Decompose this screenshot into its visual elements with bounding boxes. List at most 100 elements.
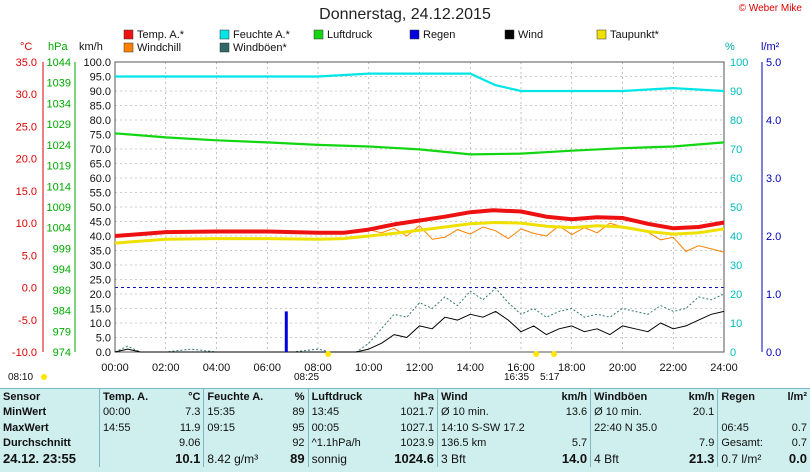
- stats-cell: Ø 10 min.: [590, 404, 678, 420]
- wind-tick-label: 15.0: [90, 304, 111, 316]
- humidity-tick-label: 100: [730, 57, 748, 69]
- stats-cell: 13.6: [565, 406, 588, 419]
- wind-tick-label: 85.0: [90, 101, 111, 113]
- legend-label: Luftdruck: [327, 29, 373, 41]
- time-marker-dot: [533, 351, 540, 357]
- stats-cell: 0.7: [791, 437, 807, 450]
- time-marker-label: 08:25: [294, 372, 319, 383]
- stats-cell: [550, 420, 590, 436]
- weather-chart: Temp. A.* Feuchte A.* Luftdruck Regen Wind Ta…: [8, 29, 781, 383]
- stats-cell: Durchschnitt: [3, 437, 71, 450]
- pressure-tick-label: 979: [53, 326, 71, 338]
- time-marker-dot: [325, 351, 332, 357]
- series-windchill-line: [368, 222, 725, 253]
- x-tick-label: 12:00: [406, 362, 434, 374]
- stats-row-min: MinWert 00:00 7.3 15:35 89 13:45 1021.7 …: [0, 404, 810, 420]
- temp-tick-label: 25.0: [16, 121, 37, 133]
- stats-cell: [717, 404, 778, 420]
- stats-cell: 9.06: [178, 437, 201, 450]
- legend-label: Windböen*: [233, 42, 288, 54]
- x-tick-label: 04:00: [203, 362, 231, 374]
- pressure-tick-label: 1044: [47, 57, 71, 69]
- humidity-tick-label: 60: [730, 173, 742, 185]
- x-tick-label: 18:00: [558, 362, 586, 374]
- stats-row-max: MaxWert 14:55 11.9 09:15 95 00:05 1027.1…: [0, 420, 810, 436]
- stats-cell: 20.1: [692, 406, 715, 419]
- humidity-tick-label: 20: [730, 289, 742, 301]
- x-tick-label: 02:00: [152, 362, 180, 374]
- stats-cell: 1024.6: [394, 451, 434, 467]
- temp-tick-label: 30.0: [16, 89, 37, 101]
- legend-label: Feuchte A.*: [233, 29, 291, 41]
- legend-swatch: [596, 29, 607, 40]
- wind-tick-label: 10.0: [90, 318, 111, 330]
- x-tick-label: 06:00: [253, 362, 281, 374]
- stats-cell: MaxWert: [3, 421, 49, 434]
- stats-header: Sensor: [3, 390, 41, 403]
- wind-tick-label: 80.0: [90, 115, 111, 127]
- stats-cell: 92: [292, 437, 305, 450]
- stats-header-row: Sensor Temp. A. °C Feuchte A. % Luftdruc…: [0, 389, 810, 405]
- series-feuchte-a-line: [115, 72, 725, 93]
- stats-cell: ^1.1hPa/h: [307, 435, 380, 451]
- temp-tick-label: 10.0: [16, 218, 37, 230]
- stats-row-current: 24.12. 23:55 10.1 8.42 g/m³ 89 sonnig 10…: [0, 451, 810, 467]
- stats-cell: 22:40 N 35.0: [590, 420, 678, 436]
- stats-cell: 136.5 km: [437, 435, 551, 451]
- stats-cell: 21.3: [689, 451, 715, 467]
- wind-tick-label: 40.0: [90, 231, 111, 243]
- stats-cell: 0.7: [791, 421, 807, 434]
- pressure-tick-label: 1004: [47, 223, 71, 235]
- stats-cell: 14:55: [98, 420, 165, 436]
- stats-header: Wind: [437, 389, 551, 405]
- time-marker-dot: [41, 374, 47, 380]
- temp-unit-label: °C: [20, 41, 32, 53]
- wind-tick-label: 20.0: [90, 289, 111, 301]
- stats-cell: 00:00: [98, 404, 165, 420]
- stats-cell: MinWert: [3, 406, 47, 419]
- legend-swatch: [313, 29, 324, 40]
- x-tick-label: 22:00: [659, 362, 687, 374]
- legend-swatch: [409, 29, 420, 40]
- stats-cell: 24.12. 23:55: [3, 451, 77, 467]
- stats-cell: 14:10 S-SW 17.2: [437, 420, 551, 436]
- stats-cell: 15:35: [203, 404, 282, 420]
- stats-cell: 10.1: [175, 451, 201, 467]
- pressure-tick-label: 1024: [47, 140, 71, 152]
- humidity-tick-label: 40: [730, 231, 742, 243]
- stats-header: Feuchte A.: [203, 389, 282, 405]
- temp-tick-label: 0.0: [22, 283, 37, 295]
- temp-tick-label: -10.0: [12, 347, 37, 359]
- stats-cell: 13:45: [307, 404, 380, 420]
- stats-header: km/h: [561, 390, 588, 403]
- legend-label: Taupunkt*: [610, 29, 660, 41]
- pressure-tick-label: 1034: [47, 98, 71, 110]
- x-tick-label: 10:00: [355, 362, 383, 374]
- pressure-tick-label: 1019: [47, 161, 71, 173]
- chart-title: Donnerstag, 24.12.2015: [319, 6, 491, 23]
- statistics-panel: Sensor Temp. A. °C Feuchte A. % Luftdruc…: [0, 388, 810, 472]
- pressure-tick-label: 1009: [47, 202, 71, 214]
- temp-tick-label: 5.0: [22, 250, 37, 262]
- pressure-tick-label: 999: [53, 243, 71, 255]
- pressure-tick-label: 984: [53, 306, 71, 318]
- stats-cell: Gesamt:: [717, 435, 778, 451]
- wind-tick-label: 0.0: [96, 347, 111, 359]
- stats-header: km/h: [688, 390, 715, 403]
- wind-unit-label: km/h: [79, 41, 103, 53]
- stats-cell: 89: [292, 406, 305, 419]
- series-windb-en-line: [114, 287, 725, 353]
- wind-tick-label: 5.0: [96, 333, 111, 345]
- x-tick-label: 20:00: [609, 362, 637, 374]
- wind-tick-label: 65.0: [90, 159, 111, 171]
- x-tick-label: 24:00: [710, 362, 738, 374]
- wind-tick-label: 95.0: [90, 72, 111, 84]
- stats-cell: [98, 451, 165, 467]
- series-luftdruck-line: [114, 132, 725, 156]
- temp-tick-label: 35.0: [16, 57, 37, 69]
- legend-label: Windchill: [137, 42, 181, 54]
- rain-tick-label: 4.0: [766, 115, 781, 127]
- pressure-unit-label: hPa: [48, 41, 68, 53]
- pressure-tick-label: 1029: [47, 119, 71, 131]
- stats-cell: 00:05: [307, 420, 380, 436]
